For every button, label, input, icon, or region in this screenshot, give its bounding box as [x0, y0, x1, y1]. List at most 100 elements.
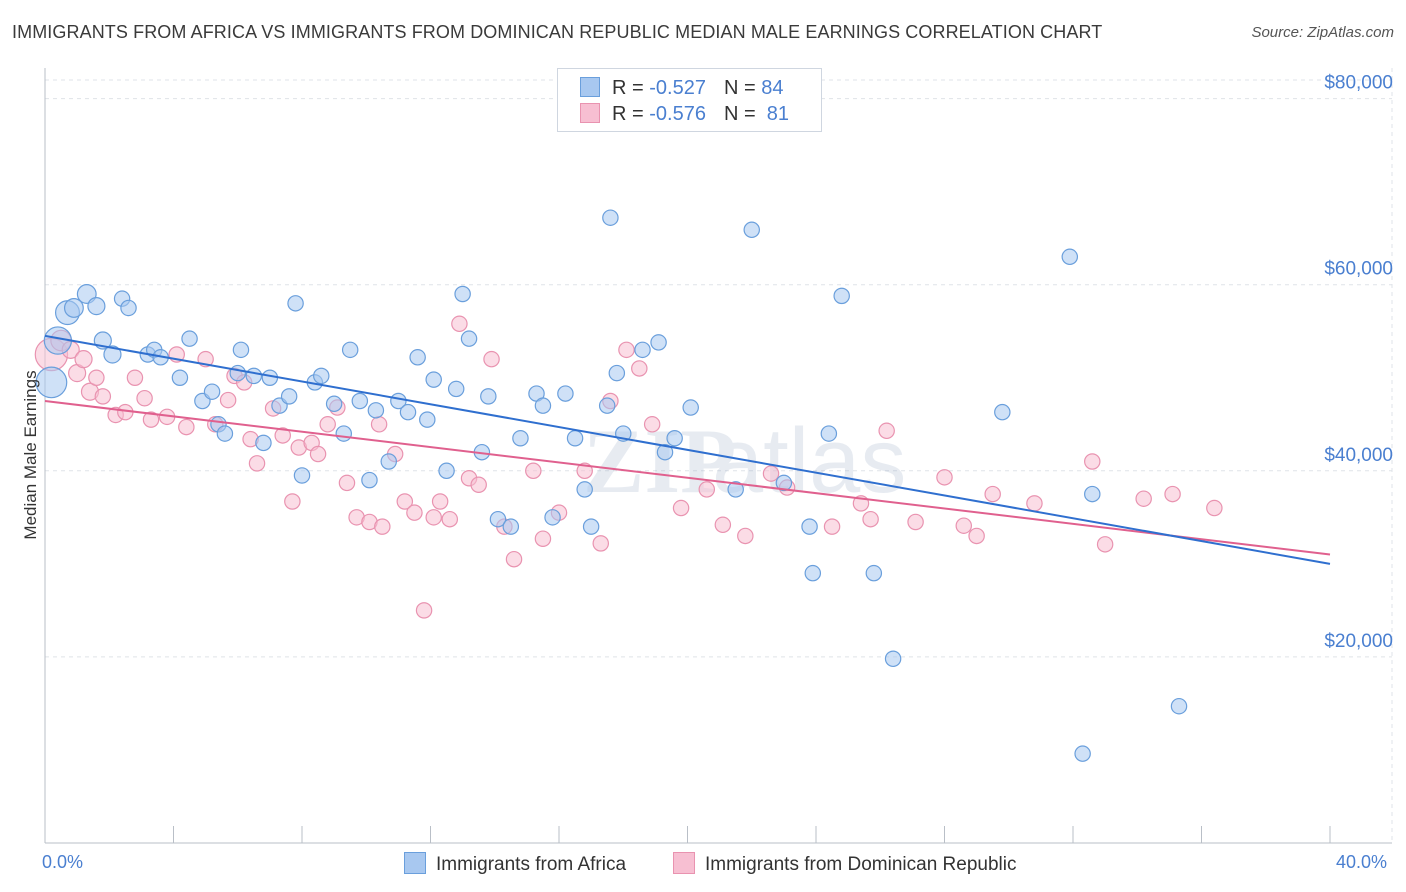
point-dominican: [415, 602, 433, 619]
point-dominican: [862, 510, 879, 528]
bottom-legend-africa: Immigrants from Africa: [404, 852, 626, 876]
point-dominican: [592, 535, 610, 552]
point-africa: [325, 395, 343, 413]
axes: [44, 68, 1392, 844]
point-dominican: [714, 516, 732, 534]
point-africa: [656, 443, 674, 461]
point-africa: [480, 388, 497, 405]
point-africa: [216, 425, 234, 442]
point-africa: [833, 287, 850, 305]
point-dominican: [576, 462, 593, 480]
point-dominican: [483, 350, 500, 368]
y-tick-label: $60,000: [1324, 259, 1393, 280]
point-africa: [229, 364, 247, 382]
point-dominican: [284, 493, 301, 510]
bottom-legend-label: Immigrants from Africa: [436, 854, 627, 875]
point-africa: [313, 367, 330, 385]
point-africa: [994, 403, 1011, 421]
point-africa: [1170, 697, 1188, 715]
point-dominican: [374, 518, 391, 535]
point-dominican: [136, 389, 153, 407]
point-dominican: [505, 550, 523, 568]
point-africa: [63, 298, 84, 318]
point-africa: [171, 369, 189, 387]
point-dominican: [94, 388, 112, 405]
point-dominican: [1206, 499, 1223, 517]
series-africa-points: [35, 209, 1188, 762]
point-dominican: [88, 369, 105, 387]
point-dominican: [1084, 453, 1101, 470]
point-africa: [1074, 745, 1091, 762]
point-africa: [743, 221, 760, 239]
point-africa: [245, 367, 263, 385]
point-africa: [544, 509, 561, 526]
point-africa: [280, 388, 298, 405]
point-africa: [181, 330, 198, 347]
point-dominican: [737, 527, 754, 545]
chart-title: IMMIGRANTS FROM AFRICA VS IMMIGRANTS FRO…: [12, 22, 1103, 42]
x-tick-label-left: 0.0%: [42, 852, 84, 872]
point-africa: [534, 397, 552, 414]
point-africa: [341, 341, 359, 359]
correlation-legend: R = -0.527 N = 84 R = -0.576 N = 81: [557, 68, 822, 132]
source-label: Source: ZipAtlas.com: [1251, 24, 1394, 41]
point-africa: [460, 330, 478, 347]
point-dominican: [74, 350, 93, 369]
point-africa: [454, 285, 471, 303]
legend-row-dominican: R = -0.576 N = 81: [580, 103, 789, 125]
point-dominican: [451, 315, 468, 333]
trend-line-dominican: [44, 400, 1331, 556]
point-dominican: [762, 465, 780, 482]
point-africa: [409, 349, 426, 366]
point-africa: [203, 383, 221, 400]
point-africa: [598, 397, 616, 414]
point-dominican: [907, 513, 924, 531]
point-africa: [120, 299, 137, 317]
point-dominican: [338, 474, 356, 492]
point-dominican: [425, 509, 442, 526]
point-dominican: [248, 455, 266, 472]
trend-line-africa: [44, 334, 1331, 565]
point-africa: [682, 399, 699, 416]
point-africa: [447, 380, 465, 398]
point-africa: [399, 403, 417, 421]
point-africa: [87, 297, 106, 316]
y-tick-label: $40,000: [1324, 445, 1393, 466]
legend-n-label: N =: [723, 103, 762, 125]
point-africa: [801, 518, 818, 535]
point-africa: [820, 425, 838, 442]
point-africa: [419, 411, 436, 428]
point-dominican: [178, 418, 195, 436]
point-dominican: [219, 391, 237, 409]
point-africa: [884, 650, 902, 668]
point-dominican: [936, 469, 953, 486]
legend-r-label: R =: [612, 103, 650, 125]
point-africa: [1084, 485, 1101, 503]
point-dominican: [309, 445, 327, 463]
point-africa: [367, 402, 385, 419]
point-africa: [566, 429, 584, 447]
point-dominican: [274, 427, 291, 444]
point-africa: [1061, 248, 1079, 266]
point-africa: [557, 385, 574, 402]
bottom-legend-swatch-blue: [404, 852, 426, 874]
point-dominican: [470, 476, 487, 494]
point-africa: [650, 334, 667, 351]
trend-lines: [44, 334, 1331, 565]
point-dominican: [406, 504, 423, 521]
point-dominican: [441, 510, 459, 528]
point-dominican: [698, 481, 716, 498]
point-dominican: [672, 499, 690, 517]
legend-n-label: N =: [723, 77, 762, 99]
point-dominican: [1164, 485, 1181, 503]
point-africa: [438, 462, 455, 480]
point-africa: [261, 369, 279, 387]
legend-r-value: -0.527: [649, 77, 706, 99]
point-dominican: [396, 493, 414, 510]
point-dominican: [142, 411, 160, 428]
y-axis-label: Median Male Earnings: [21, 370, 40, 540]
point-africa: [232, 341, 250, 359]
point-africa: [775, 474, 793, 492]
point-dominican: [984, 485, 1001, 503]
point-africa: [608, 364, 626, 382]
